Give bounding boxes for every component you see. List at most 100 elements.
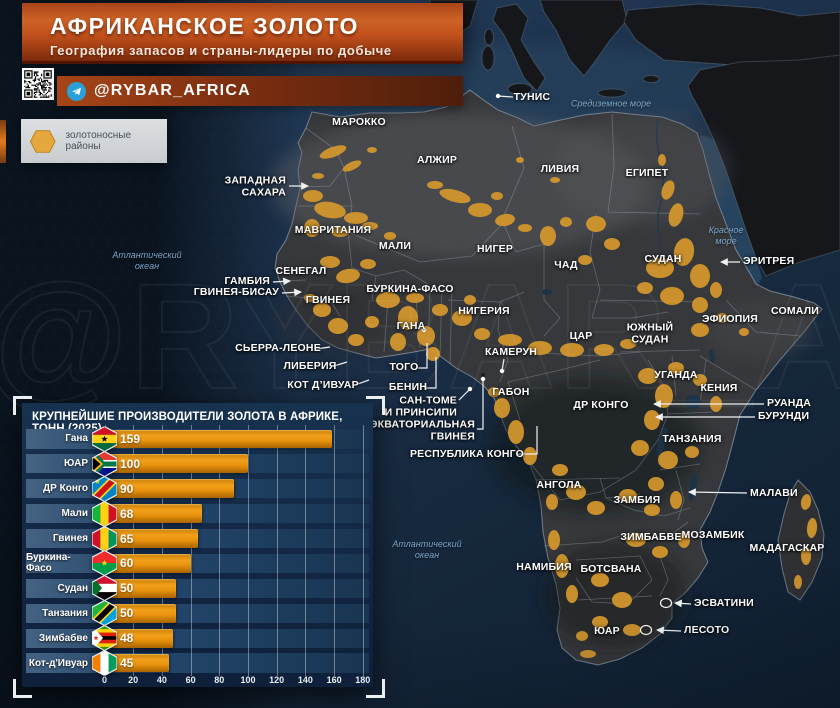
bar-country-label: Мали xyxy=(61,508,88,520)
telegram-bar: @RYBAR_AFRICA xyxy=(57,76,463,106)
chart-x-axis: 0 20 40 60 80 100 120 140 160 180 xyxy=(22,675,373,687)
chart-row: Буркина-Фасо 60 xyxy=(26,550,369,577)
country-flag xyxy=(91,525,118,552)
country-label: РЕСПУБЛИКА КОНГО xyxy=(409,448,525,461)
country-label: ДР КОНГО xyxy=(573,399,629,412)
bar-value: 90 xyxy=(120,481,134,496)
chart-row: Судан 50 xyxy=(26,575,369,602)
country-label: ЭСВАТИНИ xyxy=(694,597,754,610)
chart-row: Гвинея 65 xyxy=(26,525,369,552)
country-label: ЭКВАТОРИАЛЬНАЯ ГВИНЕЯ xyxy=(369,418,475,442)
country-label: ЗИМБАБВЕ xyxy=(620,531,682,544)
legend-box: золотоносные районы xyxy=(21,119,167,163)
zw-flag-icon xyxy=(91,625,118,652)
gn-flag-icon xyxy=(91,525,118,552)
country-label: ГВИНЕЯ-БИСАУ xyxy=(193,286,279,299)
x-axis-tick: 40 xyxy=(156,675,167,685)
bar-country-label: Буркина-Фасо xyxy=(26,552,71,575)
bar xyxy=(104,529,198,548)
country-label: САН-ТОМЕ И ПРИНСИПИ xyxy=(384,394,457,418)
bar-country-label: Судан xyxy=(57,582,88,594)
country-flag xyxy=(91,475,118,502)
bar-value: 45 xyxy=(120,656,134,671)
country-label: МАРОККО xyxy=(332,116,386,129)
x-axis-tick: 80 xyxy=(214,675,225,685)
chart-rows: Гана 159 ЮАР 100 ДР Конго 90 Мали 68 Гви… xyxy=(26,425,369,677)
country-label: ТУНИС xyxy=(513,91,551,104)
country-label: ЛЕСОТО xyxy=(684,624,730,637)
bar-value: 60 xyxy=(120,556,134,571)
country-label: ЗАМБИЯ xyxy=(613,494,661,507)
sea-label: Атлантический океан xyxy=(392,539,462,560)
country-label: НАМИБИЯ xyxy=(516,561,572,574)
country-label: ЛИВИЯ xyxy=(540,163,580,176)
country-label: СУДАН xyxy=(644,253,682,266)
telegram-icon xyxy=(67,81,86,101)
country-label: СОМАЛИ xyxy=(770,305,820,318)
country-label: АЛЖИР xyxy=(416,154,458,167)
country-label: МАЛАВИ xyxy=(750,487,798,500)
bar-country-label: ЮАР xyxy=(64,458,88,470)
corner-bracket-top-right xyxy=(366,396,385,415)
corner-bracket-bottom-left xyxy=(13,679,32,698)
bar-country-label: Гана xyxy=(65,433,88,445)
x-axis-tick: 60 xyxy=(185,675,196,685)
bar-value: 65 xyxy=(120,531,134,546)
country-flag xyxy=(91,650,118,677)
chart-row: Зимбабве 48 xyxy=(26,625,369,652)
country-label: ЭФИОПИЯ xyxy=(701,313,759,326)
country-label: МАДАГАСКАР xyxy=(749,542,825,555)
country-label: ЮЖНЫЙ СУДАН xyxy=(626,321,674,345)
bar-country-label: Танзания xyxy=(42,607,88,619)
chart-row: ЮАР 100 xyxy=(26,450,369,477)
bar-value: 48 xyxy=(120,631,134,646)
x-axis-tick: 140 xyxy=(297,675,313,685)
cd-flag-icon xyxy=(91,475,118,502)
country-label: ГАМБИЯ xyxy=(224,275,270,288)
country-label: ЕГИПЕТ xyxy=(625,167,669,180)
bar-value: 50 xyxy=(120,581,134,596)
country-label: ГВИНЕЯ xyxy=(305,294,351,307)
chart-row: Танзания 50 xyxy=(26,600,369,627)
legend-accent-strip xyxy=(0,120,6,163)
gh-flag-icon xyxy=(91,425,118,452)
corner-bracket-top-left xyxy=(13,396,32,415)
bar-country-label: Гвинея xyxy=(52,533,88,544)
tz-flag-icon xyxy=(91,600,118,627)
sea-label: Атлантический океан xyxy=(112,250,182,271)
chart-row: Кот-д'Ивуар 45 xyxy=(26,650,369,677)
country-label: СЬЕРРА-ЛЕОНЕ xyxy=(235,342,321,355)
country-label: МАЛИ xyxy=(378,240,412,253)
x-axis-tick: 20 xyxy=(128,675,139,685)
bar-value: 159 xyxy=(120,431,141,446)
chart-row: Мали 68 xyxy=(26,500,369,527)
legend-label: золотоносные районы xyxy=(65,130,132,152)
country-label: МОЗАМБИК xyxy=(681,529,745,542)
country-label: КЕНИЯ xyxy=(700,382,738,395)
country-label: ТОГО xyxy=(389,361,419,374)
country-label: БОТСВАНА xyxy=(580,563,642,576)
country-label: БУРУНДИ xyxy=(758,410,810,423)
bar-country-label: Зимбабве xyxy=(38,632,88,644)
country-label: ГАБОН xyxy=(492,386,530,399)
country-label: БЕНИН xyxy=(388,381,428,394)
telegram-handle: @RYBAR_AFRICA xyxy=(94,82,251,99)
country-label: СЕНЕГАЛ xyxy=(275,265,327,278)
country-flag xyxy=(91,575,118,602)
country-label: АНГОЛА xyxy=(536,479,582,492)
country-flag xyxy=(91,500,118,527)
bar-value: 50 xyxy=(120,606,134,621)
sea-label: Красное море xyxy=(708,225,744,246)
x-axis-tick: 160 xyxy=(326,675,342,685)
country-flag xyxy=(91,625,118,652)
bar-country-label: ДР Конго xyxy=(43,483,88,495)
chart-row: Гана 159 xyxy=(26,425,369,452)
country-label: ЭРИТРЕЯ xyxy=(743,255,795,268)
country-flag xyxy=(91,425,118,452)
country-label: МАВРИТАНИЯ xyxy=(294,224,372,237)
chart-row: ДР Конго 90 xyxy=(26,475,369,502)
x-axis-tick: 0 xyxy=(101,675,108,685)
x-axis-tick: 120 xyxy=(269,675,285,685)
country-flag xyxy=(91,600,118,627)
bar-value: 100 xyxy=(120,456,141,471)
